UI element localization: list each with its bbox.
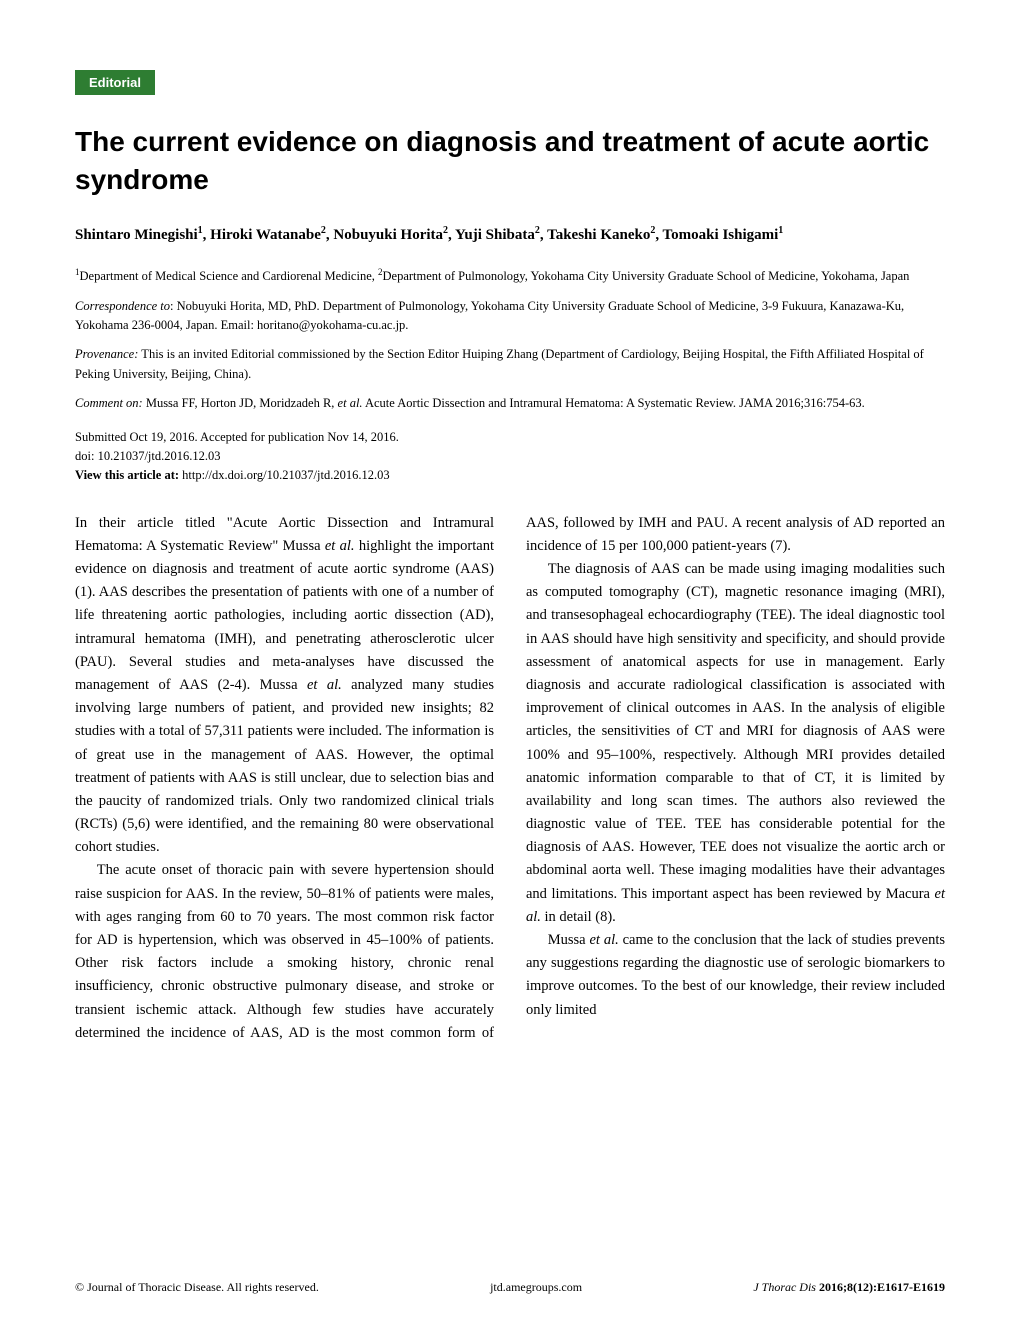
provenance-label: Provenance: (75, 347, 138, 361)
provenance-text: This is an invited Editorial commissione… (75, 347, 924, 380)
view-article: View this article at: http://dx.doi.org/… (75, 466, 945, 485)
correspondence: Correspondence to: Nobuyuki Horita, MD, … (75, 297, 945, 336)
comment-on-prefix: Mussa FF, Horton JD, Moridzadeh R, (143, 396, 338, 410)
body-paragraph-1: In their article titled "Acute Aortic Di… (75, 512, 494, 860)
correspondence-label: Correspondence to (75, 299, 170, 313)
comment-on-suffix: Acute Aortic Dissection and Intramural H… (363, 396, 865, 410)
doi: doi: 10.21037/jtd.2016.12.03 (75, 447, 945, 466)
body-paragraph-4: Mussa et al. came to the conclusion that… (526, 929, 945, 1022)
submission-block: Submitted Oct 19, 2016. Accepted for pub… (75, 428, 945, 486)
provenance: Provenance: This is an invited Editorial… (75, 345, 945, 384)
footer-url: jtd.amegroups.com (490, 1280, 582, 1295)
page-footer: © Journal of Thoracic Disease. All right… (75, 1280, 945, 1295)
correspondence-text: : Nobuyuki Horita, MD, PhD. Department o… (75, 299, 904, 332)
comment-on-label: Comment on: (75, 396, 143, 410)
view-article-label: View this article at: (75, 468, 179, 482)
submission-dates: Submitted Oct 19, 2016. Accepted for pub… (75, 428, 945, 447)
comment-on-etal: et al. (338, 396, 363, 410)
article-title: The current evidence on diagnosis and tr… (75, 123, 945, 199)
footer-copyright: © Journal of Thoracic Disease. All right… (75, 1280, 319, 1295)
author-list: Shintaro Minegishi1, Hiroki Watanabe2, N… (75, 223, 945, 247)
editorial-badge: Editorial (75, 70, 155, 95)
affiliations: 1Department of Medical Science and Cardi… (75, 266, 945, 287)
view-article-url: http://dx.doi.org/10.21037/jtd.2016.12.0… (179, 468, 390, 482)
comment-on: Comment on: Mussa FF, Horton JD, Moridza… (75, 394, 945, 413)
body-paragraph-3: The diagnosis of AAS can be made using i… (526, 558, 945, 929)
footer-citation: J Thorac Dis 2016;8(12):E1617-E1619 (753, 1280, 945, 1295)
body-text: In their article titled "Acute Aortic Di… (75, 512, 945, 1045)
